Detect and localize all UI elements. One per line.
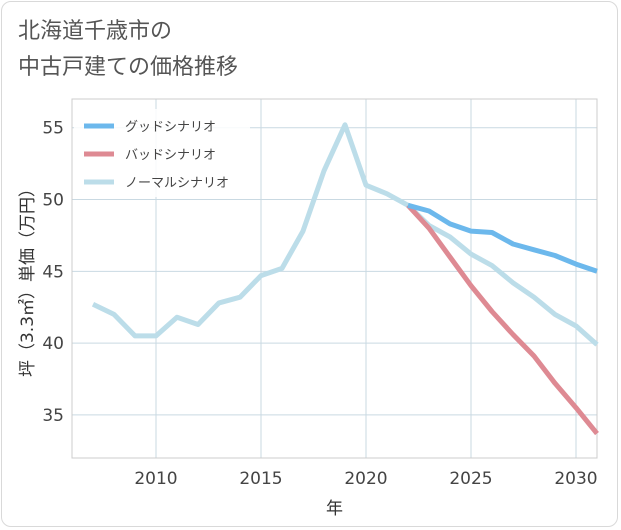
y-tick-label: 40 [42,334,64,354]
y-axis-label: 坪（3.3㎡）単価（万円） [18,180,38,377]
x-tick-label: 2010 [134,469,177,489]
grid-lines [72,99,597,458]
x-axis-label: 年 [326,499,343,519]
chart-title-line-2: 中古戸建ての価格推移 [18,55,239,80]
y-tick-label: 50 [42,191,64,211]
legend-label: ノーマルシナリオ [125,176,229,191]
chart-title-line-1: 北海道千歳市の [18,19,173,44]
plot-area-frame [71,98,598,459]
series-line-1 [406,203,599,436]
chart-title: 北海道千歳市の 中古戸建ての価格推移 [18,14,238,86]
x-tick-label: 2020 [344,469,387,489]
y-tick-label: 55 [42,119,64,139]
x-tick-label: 2030 [554,469,597,489]
series-line-2 [91,122,599,347]
y-tick-label: 45 [42,262,64,282]
series-line-0 [407,202,598,274]
y-tick-label: 35 [42,406,64,426]
series-layer [91,122,599,436]
tick-labels: 2010 2015 2020 2025 2030 35 40 45 50 55 [42,119,597,489]
legend-label: グッドシナリオ [125,120,216,135]
legend-label: バッドシナリオ [125,148,216,163]
x-tick-label: 2025 [449,469,492,489]
x-tick-label: 2015 [239,469,282,489]
